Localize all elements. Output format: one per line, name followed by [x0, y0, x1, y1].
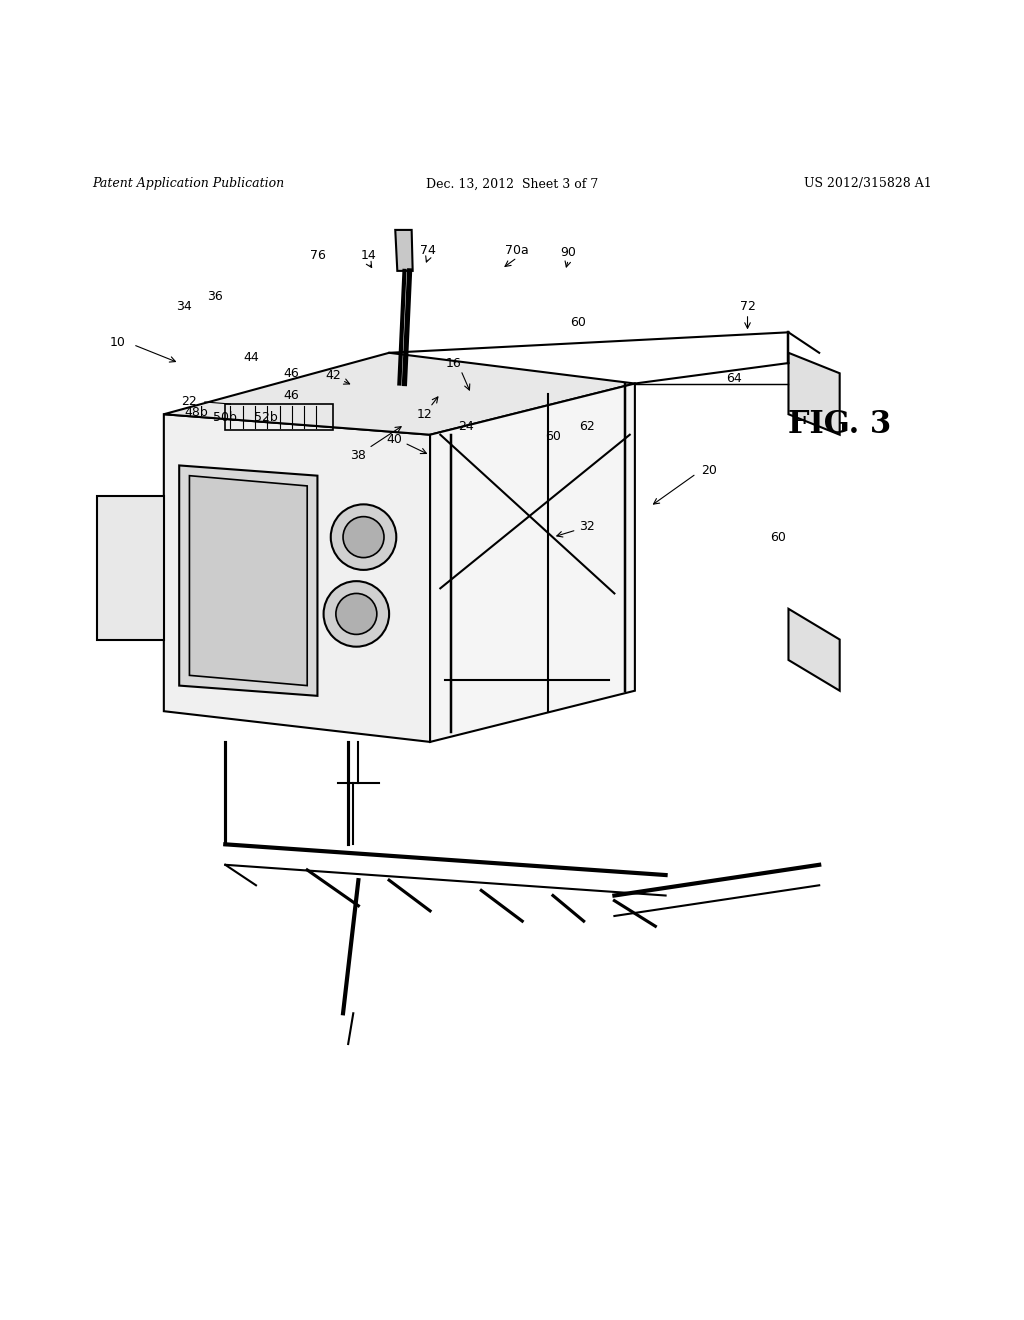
Circle shape	[336, 594, 377, 635]
Polygon shape	[430, 384, 635, 742]
Circle shape	[331, 504, 396, 570]
Text: 36: 36	[207, 290, 223, 304]
Polygon shape	[164, 352, 635, 434]
Text: 46: 46	[283, 389, 299, 403]
Text: FIG. 3: FIG. 3	[788, 409, 891, 440]
Text: 64: 64	[726, 372, 742, 385]
Text: 50b: 50b	[213, 411, 238, 424]
Text: 40: 40	[386, 433, 402, 446]
Polygon shape	[164, 414, 430, 742]
Text: Dec. 13, 2012  Sheet 3 of 7: Dec. 13, 2012 Sheet 3 of 7	[426, 177, 598, 190]
Circle shape	[343, 516, 384, 557]
Polygon shape	[788, 609, 840, 690]
Text: 52b: 52b	[254, 411, 279, 424]
Text: 72: 72	[739, 300, 756, 313]
Polygon shape	[189, 475, 307, 685]
Text: 10: 10	[110, 337, 126, 348]
Text: 42: 42	[325, 368, 341, 381]
Polygon shape	[395, 230, 413, 271]
Text: 74: 74	[420, 244, 436, 257]
Text: 44: 44	[243, 351, 259, 364]
Text: 70a: 70a	[505, 244, 529, 257]
Text: 60: 60	[570, 315, 587, 329]
Text: 12: 12	[417, 408, 433, 421]
Polygon shape	[97, 496, 164, 639]
Text: 34: 34	[176, 300, 193, 313]
Text: 22: 22	[181, 396, 198, 408]
Text: 62: 62	[579, 420, 595, 433]
Text: 32: 32	[579, 520, 595, 533]
Text: US 2012/315828 A1: US 2012/315828 A1	[804, 177, 932, 190]
Text: 90: 90	[560, 246, 577, 259]
Text: 46: 46	[283, 367, 299, 380]
Text: 48b: 48b	[184, 405, 209, 418]
Text: 20: 20	[700, 465, 717, 477]
Text: 38: 38	[350, 449, 367, 462]
Text: 14: 14	[360, 249, 377, 261]
Text: 24: 24	[458, 420, 474, 433]
Text: Patent Application Publication: Patent Application Publication	[92, 177, 285, 190]
Polygon shape	[788, 352, 840, 434]
Text: 60: 60	[770, 531, 786, 544]
Circle shape	[324, 581, 389, 647]
Text: 76: 76	[309, 249, 326, 261]
Text: 60: 60	[545, 430, 561, 444]
Polygon shape	[179, 466, 317, 696]
Text: 16: 16	[445, 356, 462, 370]
